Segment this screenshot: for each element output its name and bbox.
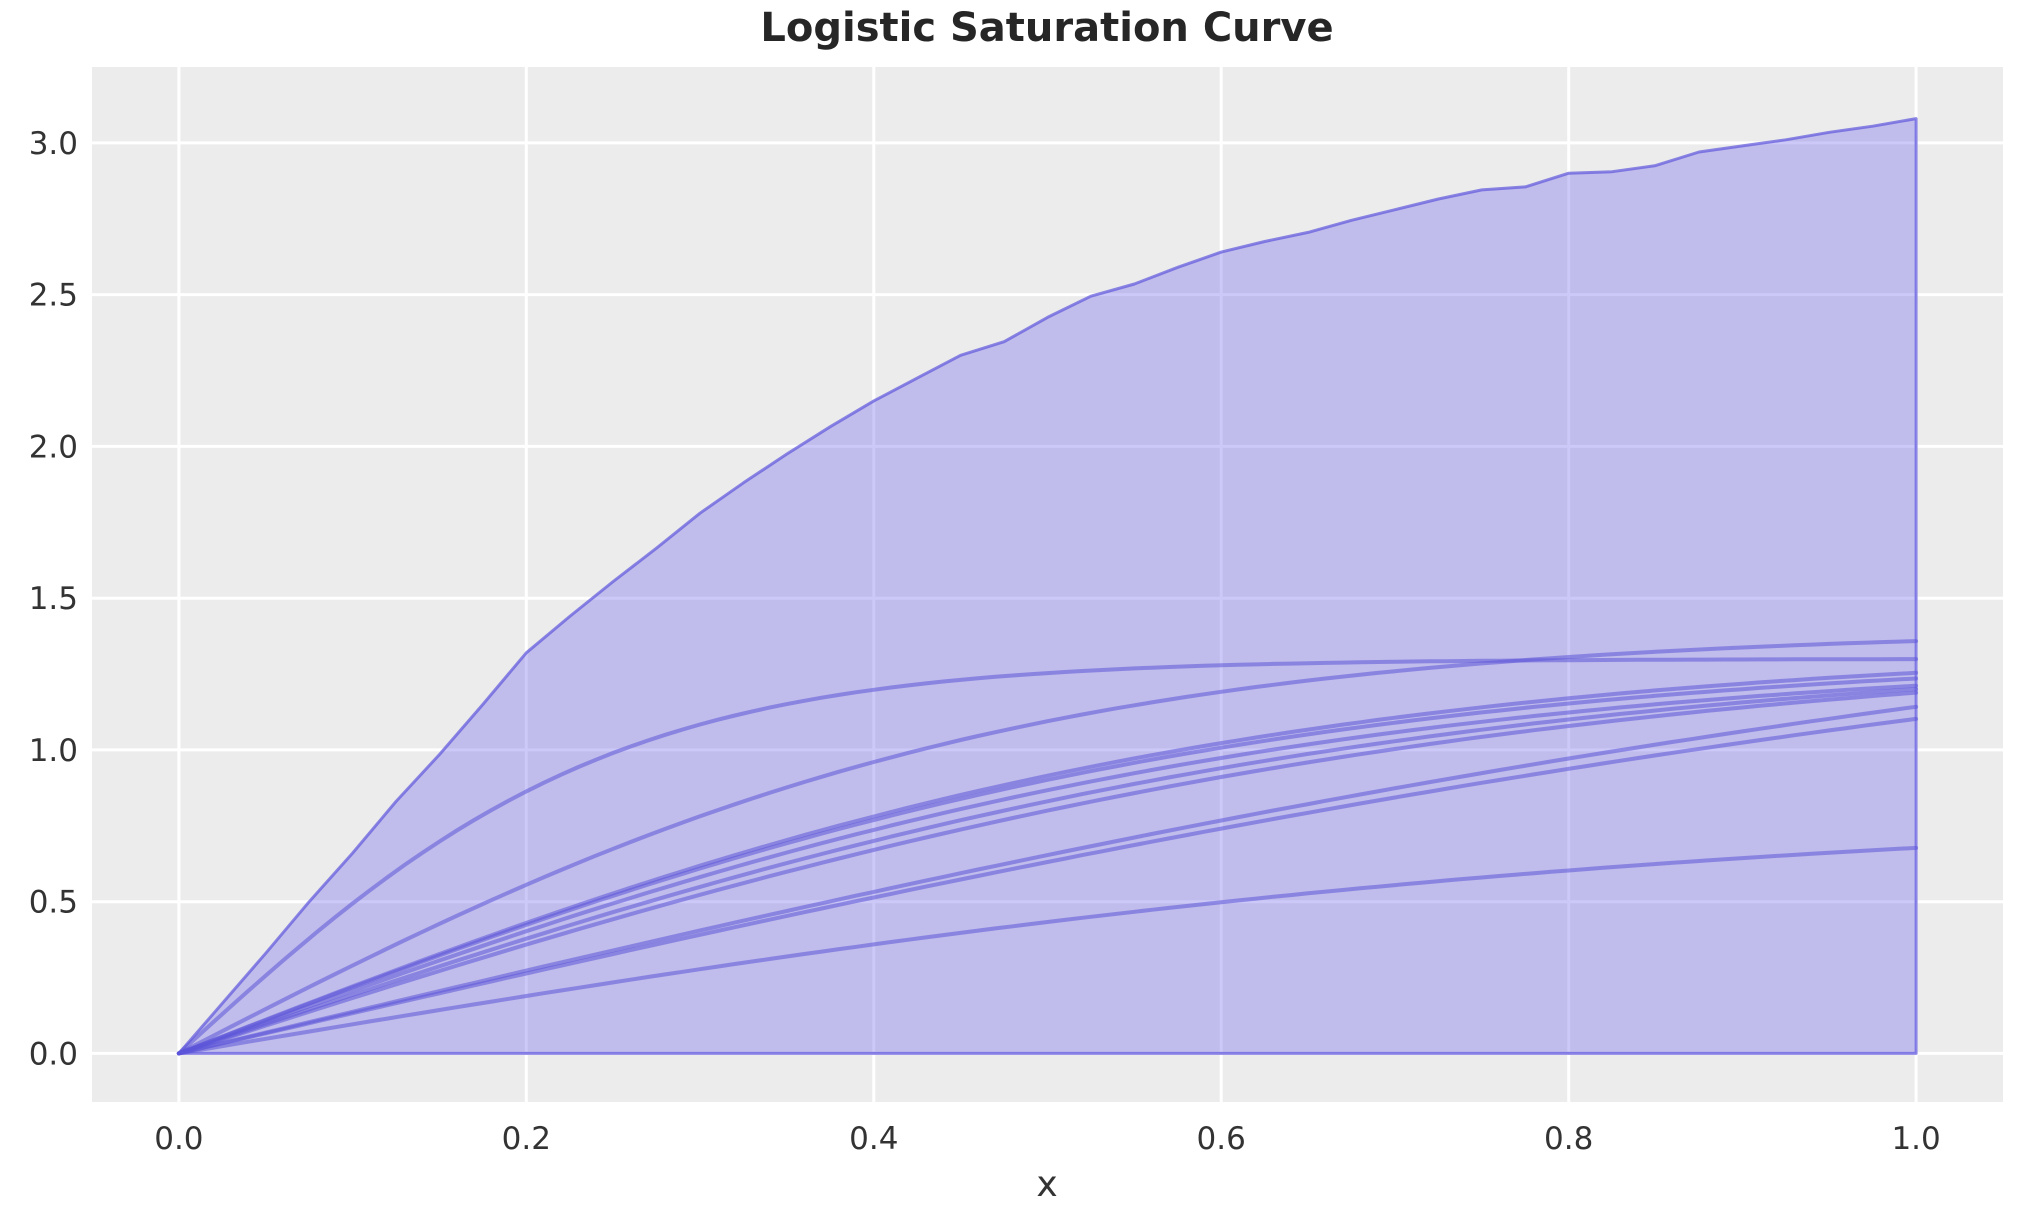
x-tick-label: 0.0 [154, 1121, 203, 1157]
x-tick-label: 0.8 [1544, 1121, 1593, 1157]
y-tick-label: 1.0 [29, 733, 78, 769]
x-tick-label: 0.4 [849, 1121, 898, 1157]
curve-8 [176, 704, 1919, 1056]
x-tick-label: 0.6 [1197, 1121, 1246, 1157]
plot-area [92, 67, 2003, 1102]
chart-title: Logistic Saturation Curve [760, 5, 1333, 51]
y-tick-label: 0.0 [29, 1036, 78, 1072]
curve-4 [176, 676, 1919, 1056]
curve-10 [176, 845, 1919, 1056]
curve-1 [176, 657, 1919, 1056]
y-tick-label: 2.0 [29, 429, 78, 465]
curve-5 [176, 683, 1919, 1056]
y-tick-label: 1.5 [29, 581, 78, 617]
y-tick-label: 2.5 [29, 278, 78, 314]
curve-6 [176, 687, 1919, 1056]
y-tick-label: 3.0 [29, 126, 78, 162]
x-tick-label: 1.0 [1891, 1121, 1940, 1157]
hdi-band [177, 117, 1918, 1055]
curve-9 [176, 716, 1919, 1056]
plot-layers: 0.0 0.2 0.4 0.6 0.8 1.0 0.0 0.5 1.0 1.5 2.0 2.5 3.0 [29, 67, 2003, 1157]
curve-7 [176, 690, 1919, 1056]
y-tick-label: 0.5 [29, 885, 78, 921]
x-tick-label: 0.2 [502, 1121, 551, 1157]
x-axis-label: x [1036, 1164, 1057, 1205]
curve-2 [176, 639, 1919, 1056]
